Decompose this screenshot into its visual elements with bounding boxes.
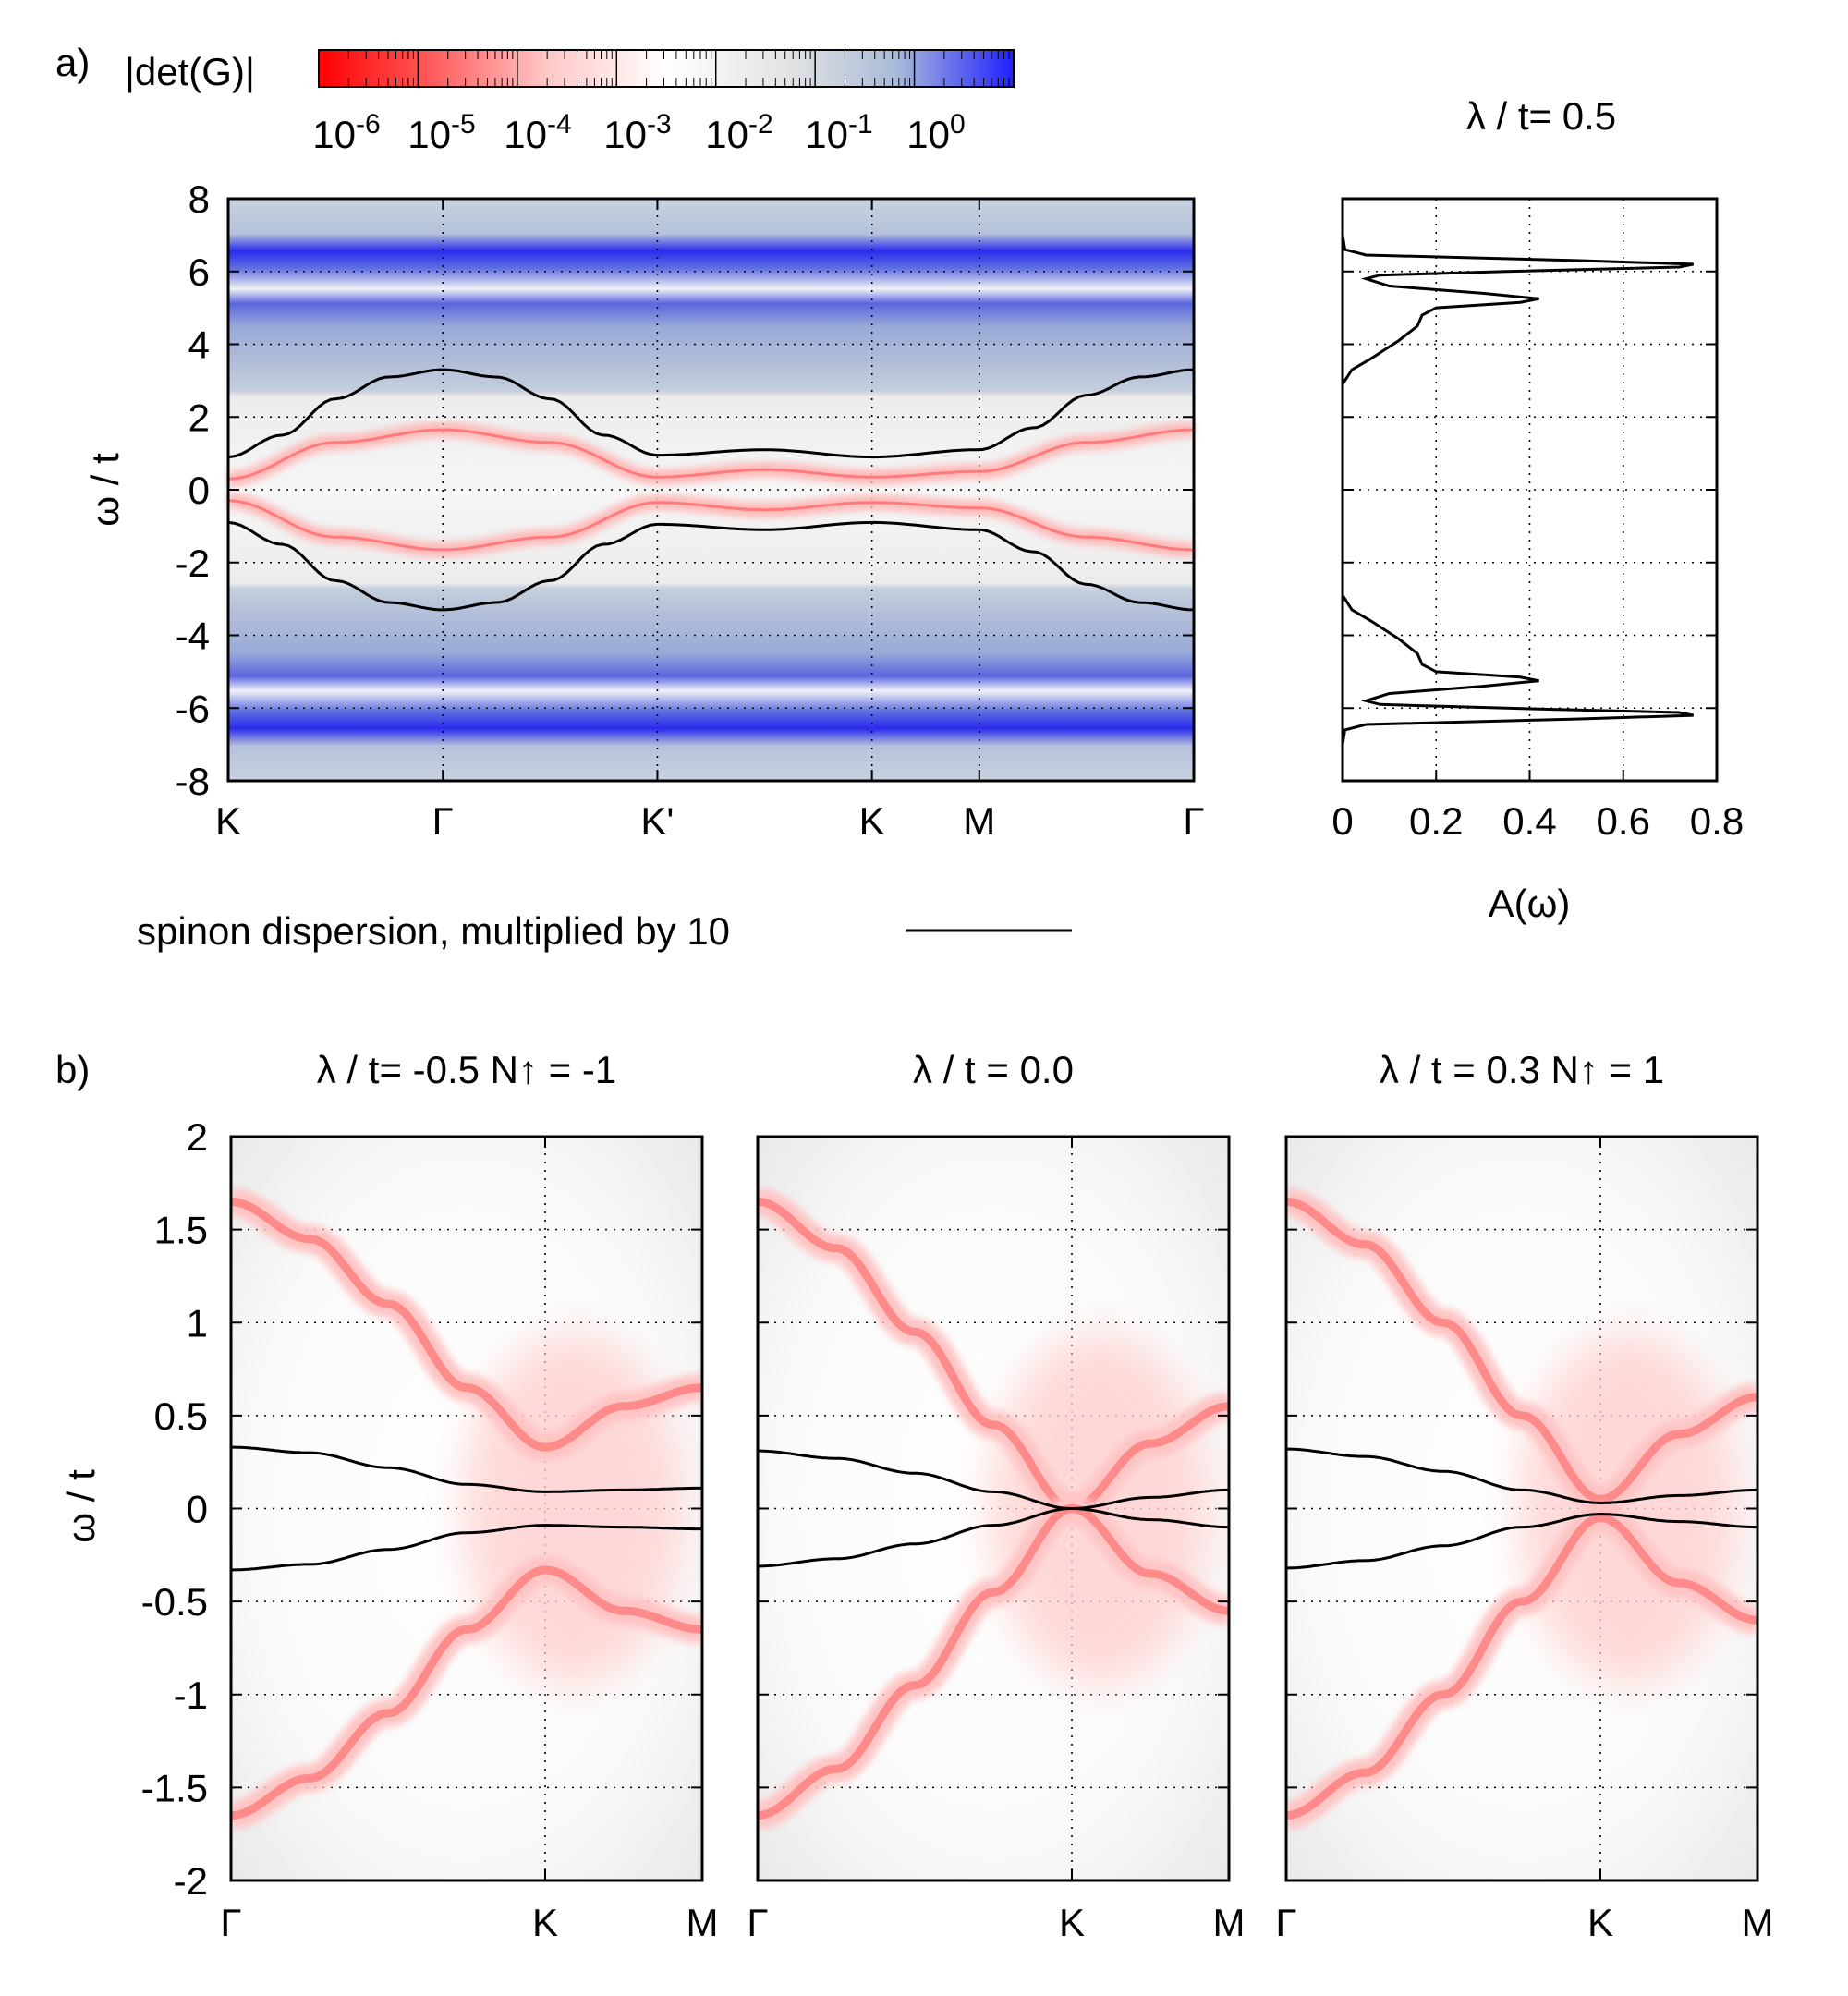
dos-plot-grid (1343, 199, 1717, 781)
red-band (758, 1197, 1229, 1514)
dos-x-ticks: 0 0.2 0.4 0.6 0.8 (1331, 270, 1744, 843)
y-tick-label: 8 (188, 177, 210, 221)
colorbar-labels: 10-6 10-5 10-4 10-3 10-2 10-1 100 (312, 109, 965, 156)
y-tick-label: -6 (176, 687, 210, 730)
y-tick-label: 1 (187, 1301, 208, 1345)
dos-plot: 0 0.2 0.4 0.6 0.8 A(ω) (1331, 197, 1744, 925)
panel-b-plot-2: Γ K Mλ / t = 0.0 (747, 1048, 1245, 1944)
band-plot-y-ticks: -8 -6 -4 -2 0 2 4 6 8 (176, 177, 1194, 803)
y-tick-label: 2 (187, 1115, 208, 1159)
x-tick-label: Γ (747, 1901, 768, 1944)
panel-b-bands (231, 1137, 702, 1880)
panel-b-title: λ / t = 0.0 (913, 1048, 1074, 1091)
red-band (227, 499, 1195, 552)
y-tick-label: -2 (174, 1859, 208, 1903)
dos-x-tick-label: 0.8 (1690, 799, 1744, 843)
red-band (231, 1197, 702, 1452)
x-tick-label: K (1059, 1901, 1085, 1944)
panel-b-bands (1286, 1137, 1757, 1880)
dos-x-tick-label: 0.6 (1597, 799, 1650, 843)
x-tick-label: K' (640, 799, 674, 843)
panel-b-plot-1: -2 -1.5 -1 -0.5 0 0.5 1 1.5 2 Γ K Mλ / t= -0.5 N↑ =… (141, 1048, 719, 1944)
k-point-glow (1517, 1333, 1739, 1685)
red-bands (227, 422, 1195, 557)
x-tick-label: K (1587, 1901, 1613, 1944)
panel-b-plot-3: Γ K Mλ / t = 0.3 N↑ = 1 (1275, 1048, 1773, 1944)
panel-b-title: λ / t = 0.3 N↑ = 1 (1380, 1048, 1664, 1091)
colorbar-tick-label: 10-4 (504, 109, 571, 156)
spinon-line (1286, 1447, 1757, 1505)
band-plot-ylabel: ω / t (83, 453, 127, 527)
x-tick-label: Γ (432, 799, 454, 843)
colorbar-tick-label: 10-1 (805, 109, 872, 156)
dos-title: λ / t= 0.5 (1466, 94, 1616, 138)
y-tick-label: -8 (176, 760, 210, 803)
y-tick-label: 2 (188, 396, 210, 439)
x-tick-label: Γ (220, 1901, 241, 1944)
y-tick-label: -4 (176, 615, 210, 658)
colorbar-tick-label: 10-2 (705, 109, 772, 156)
panel-a-label: a) (55, 41, 90, 84)
legend-label: spinon dispersion, multiplied by 10 (137, 909, 730, 953)
colorbar-tick-label: 100 (906, 109, 965, 156)
panel-b-title: λ / t= -0.5 N↑ = -1 (317, 1048, 616, 1091)
spinon-line (227, 368, 1195, 459)
spinon-line (758, 1507, 1229, 1568)
dos-x-tick-label: 0.2 (1409, 799, 1463, 843)
red-band (758, 1503, 1229, 1820)
k-point-glow (462, 1333, 684, 1685)
y-tick-label: 0 (187, 1488, 208, 1531)
colorbar-tick-label: 10-3 (603, 109, 671, 156)
x-tick-label: K (859, 799, 885, 843)
red-band (231, 1565, 702, 1820)
x-tick-label: Γ (1183, 799, 1204, 843)
colorbar-tick-label: 10-6 (312, 109, 380, 156)
x-tick-label: K (215, 799, 241, 843)
x-tick-label: M (1742, 1901, 1774, 1944)
y-tick-label: -0.5 (141, 1580, 208, 1624)
x-tick-label: M (963, 799, 995, 843)
band-plot-grid (228, 199, 1194, 781)
dos-xlabel: A(ω) (1489, 882, 1571, 925)
red-band (1286, 1514, 1757, 1820)
red-band (227, 428, 1195, 481)
colorbar (318, 49, 1015, 88)
spinon-line (1286, 1512, 1757, 1570)
y-tick-label: 4 (188, 323, 210, 367)
colorbar-tick-label: 10-5 (407, 109, 475, 156)
y-tick-label: -1 (174, 1673, 208, 1717)
spinon-line (758, 1449, 1229, 1510)
spinon-lines (227, 368, 1195, 612)
y-tick-label: 0.5 (154, 1394, 208, 1438)
x-tick-label: Γ (1275, 1901, 1296, 1944)
y-tick-label: -1.5 (141, 1766, 208, 1809)
colorbar-ticks (347, 50, 1015, 87)
spinon-line (227, 520, 1195, 612)
x-tick-label: K (532, 1901, 558, 1944)
red-band (1286, 1197, 1757, 1503)
y-tick-label: 6 (188, 250, 210, 294)
colorbar-title: |det(G)| (125, 50, 255, 93)
panel-b-bands (758, 1137, 1229, 1880)
y-tick-label: 0 (188, 469, 210, 512)
spinon-line (231, 1445, 702, 1493)
y-tick-label: -2 (176, 542, 210, 585)
y-tick-label: 1.5 (154, 1209, 208, 1252)
dos-x-tick-label: 0 (1331, 799, 1353, 843)
band-structure-plot: -8 -6 -4 -2 0 2 4 6 8 K Γ K' K M Γ ω / t (83, 177, 1205, 843)
band-plot-x-ticks: K Γ K' K M Γ (215, 199, 1205, 843)
x-tick-label: M (1213, 1901, 1246, 1944)
panel-b-ylabel: ω / t (59, 1469, 103, 1543)
spinon-line (231, 1524, 702, 1572)
dos-x-tick-label: 0.4 (1502, 799, 1556, 843)
x-tick-label: M (687, 1901, 719, 1944)
panel-b-label: b) (55, 1048, 90, 1091)
